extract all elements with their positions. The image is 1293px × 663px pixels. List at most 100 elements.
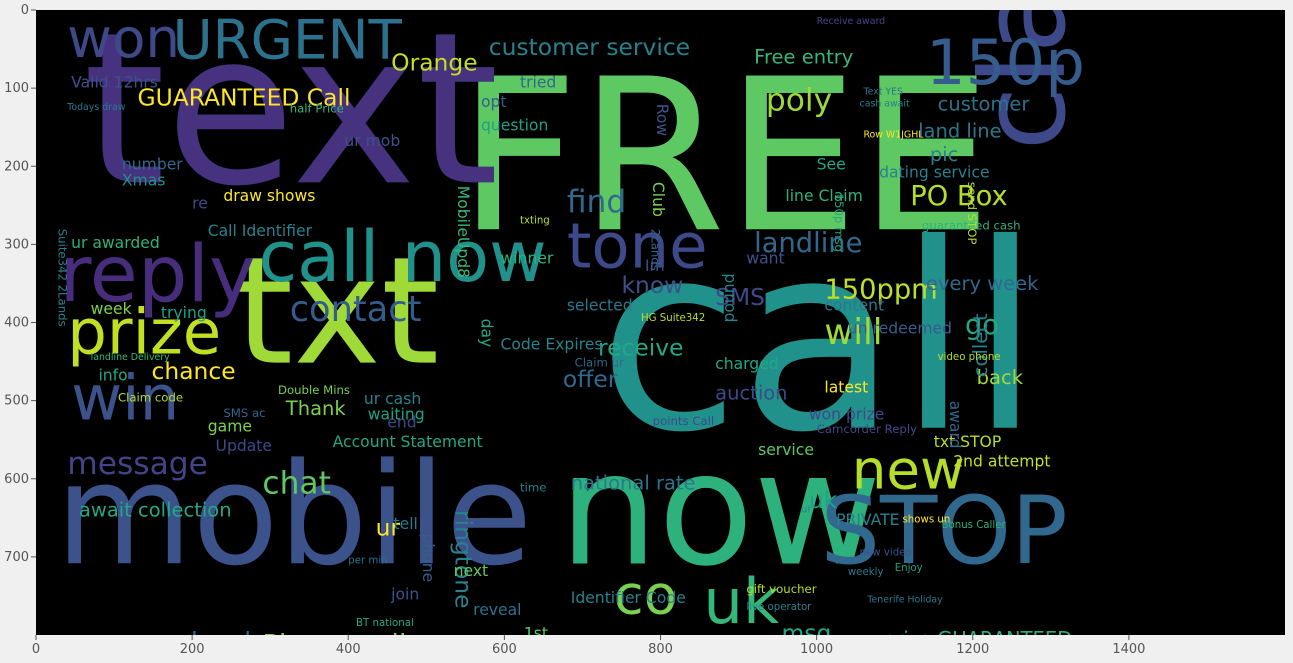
word-text-yes: Text YES <box>862 87 903 98</box>
word-enjoy: Enjoy <box>895 563 923 574</box>
word-camcorder-reply: Camcorder Reply <box>817 422 917 436</box>
word-sms: SMS <box>715 283 765 311</box>
word-see: See <box>817 156 846 174</box>
word-pound: pound <box>720 273 738 322</box>
word-service: service <box>758 441 814 459</box>
word-tenerife-holiday: Tenerife Holiday <box>866 594 943 605</box>
word-national-rate: national rate <box>571 471 696 494</box>
y-tick-label: 400 <box>4 316 29 331</box>
word-poly: poly <box>766 83 832 119</box>
y-tick-label: 100 <box>4 81 29 96</box>
word-new: new <box>852 437 965 501</box>
word-code-expires: Code Expires <box>500 335 602 353</box>
word-find: find <box>567 184 626 220</box>
word-reveal: reveal <box>473 601 521 619</box>
word-latest: latest <box>824 378 868 396</box>
word-video-phone: video phone <box>938 352 1001 363</box>
word-guaranteed-cash: guaranteed cash <box>922 219 1021 233</box>
word-stop: STOP <box>821 477 1068 586</box>
word-claim-code: Claim code <box>118 391 183 405</box>
word-collect: collect <box>969 313 992 377</box>
word-prize-guaranteed: prize GUARANTEED <box>883 628 1072 651</box>
word-charged: charged <box>715 355 779 373</box>
word-box-croydon: Box Croydon <box>582 637 656 651</box>
word-opt: opt <box>481 93 507 111</box>
word-send-stop: send STOP <box>965 182 979 245</box>
word-customer-service: customer service <box>489 33 690 61</box>
word-shows-un: shows un <box>902 515 950 526</box>
word-waiting: waiting <box>368 406 425 424</box>
word-club: Club <box>649 182 667 217</box>
word-text: text <box>83 0 499 232</box>
word-new-video: new video <box>860 547 912 558</box>
word-re: re <box>192 195 208 213</box>
word-offer: offer <box>563 365 618 393</box>
x-tick-label: 800 <box>648 642 673 657</box>
word-trying: trying <box>161 304 207 322</box>
word-send-cash: send cash <box>141 627 259 655</box>
word-mobile: mobile <box>56 433 533 597</box>
words-layer: FREEtextcalltxtmobilenowclaimSTOPURGENTw… <box>55 0 1091 655</box>
word-half-price: half Price <box>290 102 344 116</box>
word-draw-shows: draw shows <box>223 187 315 205</box>
plot-area <box>36 10 1285 635</box>
word-guaranteed-call: GUARANTEED Call <box>137 84 350 112</box>
word-want: want <box>746 249 784 267</box>
word-dating-service: dating service <box>879 163 990 181</box>
word-po-box: PO Box <box>910 181 1007 212</box>
x-tick-label: 0 <box>32 642 40 657</box>
word-receive: receive <box>598 334 683 362</box>
word-customer: customer <box>938 92 1031 115</box>
word-txting: txting <box>520 215 550 226</box>
word-txt-stop: txt STOP <box>934 433 1002 451</box>
word-150p-msg: 150p msg <box>832 194 846 252</box>
word-tone: tone <box>567 209 708 282</box>
word-1st: 1st <box>524 624 548 642</box>
word-update: Update <box>216 437 272 455</box>
y-tick-label: 700 <box>4 550 29 565</box>
word-mobileupd8: MobileUpd8 <box>454 186 472 278</box>
word-ringtone: ringtone <box>450 510 478 609</box>
y-tick-label: 600 <box>4 472 29 487</box>
word-message: message <box>67 446 208 482</box>
word-ur-cash: ur cash <box>364 390 421 408</box>
word-prize: prize <box>67 295 221 368</box>
word-bonus-caller: Bonus Caller <box>942 520 1007 531</box>
word-xmas: Xmas <box>122 171 166 189</box>
word-row: Row <box>653 104 671 137</box>
word-uk: uk <box>809 486 838 514</box>
word-day: day <box>477 319 495 348</box>
word-landline: landline <box>754 228 862 259</box>
word-year: year <box>528 641 554 655</box>
word-won: won <box>67 6 180 70</box>
x-tick-label: 1400 <box>1112 642 1145 657</box>
word-ur-mob: ur mob <box>344 132 400 150</box>
word-question: question <box>481 117 548 135</box>
word-150ppm: 150ppm <box>824 275 937 306</box>
word-hg-suite342: HG Suite342 <box>641 313 705 324</box>
word-end: end <box>387 413 416 431</box>
word-now: now <box>559 419 882 601</box>
word-auction: auction <box>715 381 787 404</box>
word-gift-voucher: gift voucher <box>746 582 816 596</box>
word-claim-ur: Claim ur <box>575 355 624 369</box>
word-2lands: 2Lands <box>649 229 663 271</box>
word-await-collection: await collection <box>79 499 232 522</box>
word-line-claim: line Claim <box>785 187 862 205</box>
word-free: FREE <box>458 33 992 279</box>
word-join: join <box>390 585 419 603</box>
word-info: info <box>98 367 127 385</box>
word-uk: uk <box>703 565 780 638</box>
x-tick-label: 400 <box>336 642 361 657</box>
word-award: award <box>946 401 964 449</box>
word-co: co <box>614 562 678 626</box>
word-chance: chance <box>152 357 236 385</box>
word-points-call: points Call <box>653 414 714 428</box>
x-tick-label: 1200 <box>956 642 989 657</box>
word-content: content <box>824 296 884 314</box>
word-ur-awarded: ur awarded <box>71 234 160 252</box>
word-go: go <box>965 310 999 341</box>
y-tick-label: 0 <box>21 3 29 18</box>
word-number: number <box>122 156 183 174</box>
